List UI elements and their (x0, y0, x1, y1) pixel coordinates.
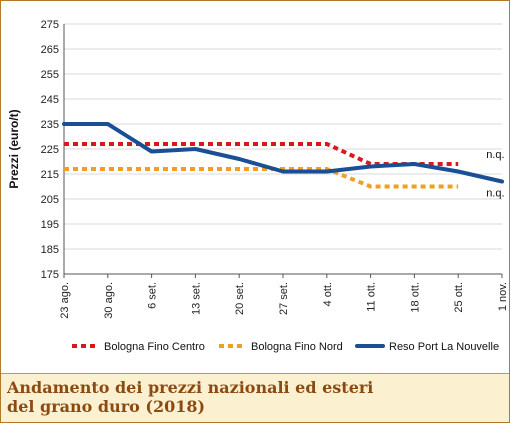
x-tick-label: 23 ago. (59, 282, 71, 319)
y-tick-label: 175 (41, 269, 59, 281)
caption-line-2: del grano duro (2018) (7, 397, 206, 416)
x-tick-label: 27 set. (278, 282, 290, 315)
legend: Bologna Fino Centro Bologna Fino Nord Reso… (72, 341, 499, 353)
x-tick-label: 18 ott. (409, 282, 421, 313)
legend-label-3: Reso Port La Nouvelle (389, 341, 499, 353)
x-tick-label: 4 ott. (322, 282, 334, 306)
y-tick-label: 205 (41, 194, 59, 206)
y-tick-label: 185 (41, 244, 59, 256)
grid-lines (64, 23, 502, 275)
x-tick-label: 30 ago. (103, 282, 115, 319)
y-tick-label: 265 (41, 44, 59, 56)
series-line-1 (64, 142, 459, 166)
y-tick-label: 275 (41, 19, 59, 31)
y-tick-label: 225 (41, 144, 59, 156)
axis-labels: 175 185 195 205 215 225 235 245 255 265 275 23 ago.… (7, 19, 509, 319)
y-tick-label: 255 (41, 69, 59, 81)
caption-line-1: Andamento dei prezzi nazionali ed esteri (7, 378, 374, 397)
legend-label-2: Bologna Fino Nord (251, 341, 343, 353)
y-tick-label: 195 (41, 219, 59, 231)
x-tick-label: 1 nov. (497, 282, 509, 311)
x-tick-label: 11 ott. (366, 282, 378, 312)
annotation-nq: n.q. (486, 188, 504, 200)
series-line-3 (62, 122, 504, 184)
y-tick-label: 215 (41, 169, 59, 181)
x-tick-label: 20 set. (234, 282, 246, 315)
axes (63, 24, 503, 278)
y-tick-label: 235 (41, 119, 59, 131)
series-lines (62, 122, 504, 189)
y-tick-label: 245 (41, 94, 59, 106)
y-axis-title: Prezzi (euro/t) (7, 109, 21, 188)
x-tick-label: 6 set. (147, 282, 159, 309)
annotation-nq: n.q. (486, 149, 504, 161)
x-tick-label: 25 ott. (453, 282, 465, 313)
series-line-2 (64, 167, 459, 189)
x-tick-label: 13 set. (190, 282, 202, 315)
line-chart: 175 185 195 205 215 225 235 245 255 265 275 23 ago.… (7, 19, 509, 353)
legend-label-1: Bologna Fino Centro (104, 341, 205, 353)
chart-caption: Andamento dei prezzi nazionali ed esteri… (1, 373, 509, 422)
